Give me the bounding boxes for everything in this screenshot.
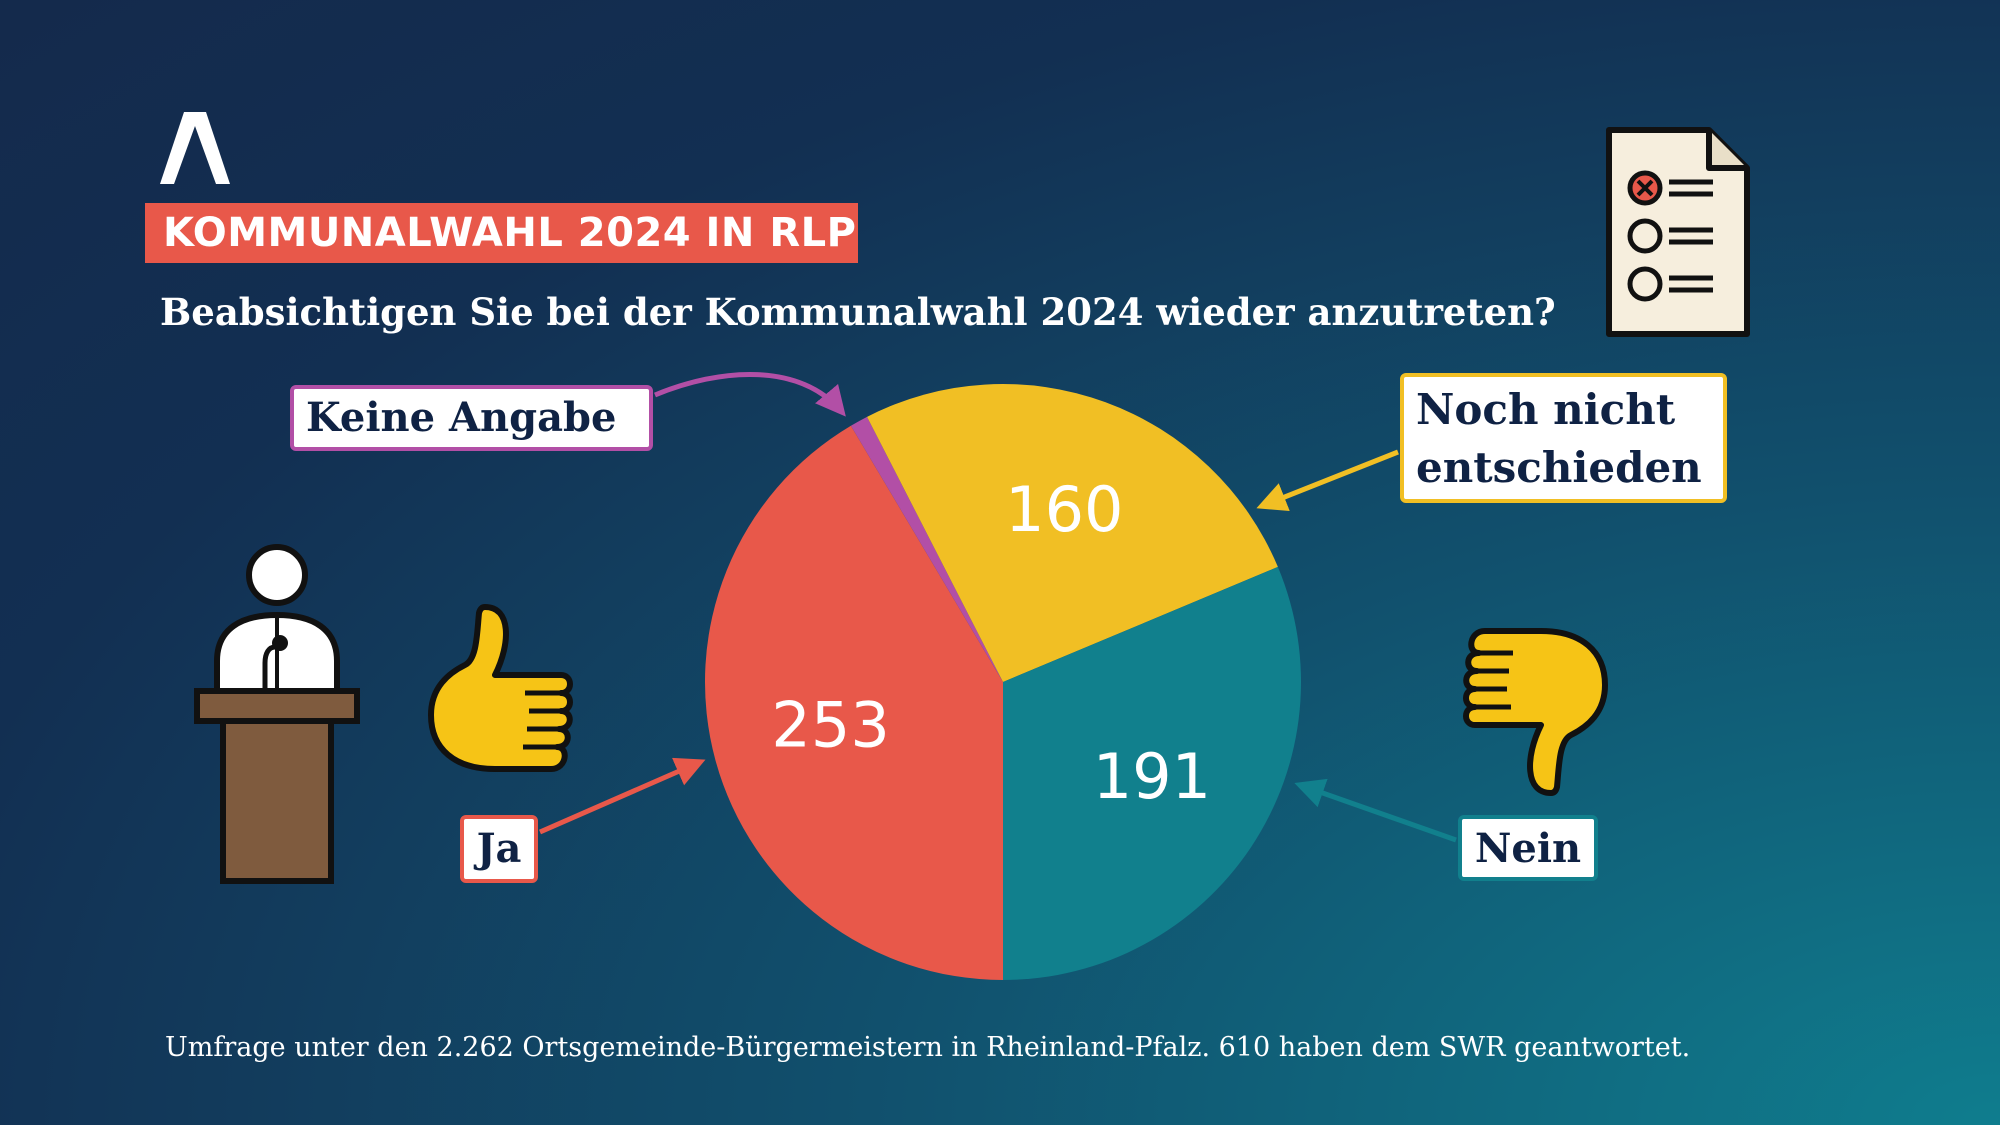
footnote: Umfrage unter den 2.262 Ortsgemeinde-Bür… xyxy=(165,1032,1691,1063)
pie-slice-nein xyxy=(1003,566,1301,980)
slice-value-nein: 191 xyxy=(1093,740,1211,813)
legend-label-keine-angabe: Keine Angabe xyxy=(290,385,653,451)
arrow-nein xyxy=(1294,778,1457,843)
slice-value-ja: 253 xyxy=(771,688,889,761)
legend-label-noch-nicht-entschieden: Noch nicht entschieden xyxy=(1400,373,1727,503)
thumbs-down-icon xyxy=(1463,628,1608,796)
title-badge: KOMMUNALWAHL 2024 IN RLP xyxy=(145,203,858,263)
arrow-keine-angabe xyxy=(654,371,846,417)
legend-label-nein: Nein xyxy=(1458,815,1598,881)
slice-value-noch-nicht-entschieden: 160 xyxy=(1005,473,1123,546)
pie-slice-keine-angabe xyxy=(850,416,1003,682)
logo-icon xyxy=(160,112,230,184)
pie-slice-noch-nicht-entschieden xyxy=(867,384,1278,682)
arrow-ja xyxy=(538,757,706,835)
legend-label-ja: Ja xyxy=(460,815,538,883)
question-title: Beabsichtigen Sie bei der Kommunalwahl 2… xyxy=(160,290,1556,334)
arrow-noch-nicht-entschieden xyxy=(1256,449,1399,512)
speaker-podium-icon xyxy=(194,544,360,884)
thumbs-up-icon xyxy=(428,604,573,772)
pie-slice-ja xyxy=(704,425,1003,981)
ballot-paper-icon xyxy=(1606,127,1750,337)
